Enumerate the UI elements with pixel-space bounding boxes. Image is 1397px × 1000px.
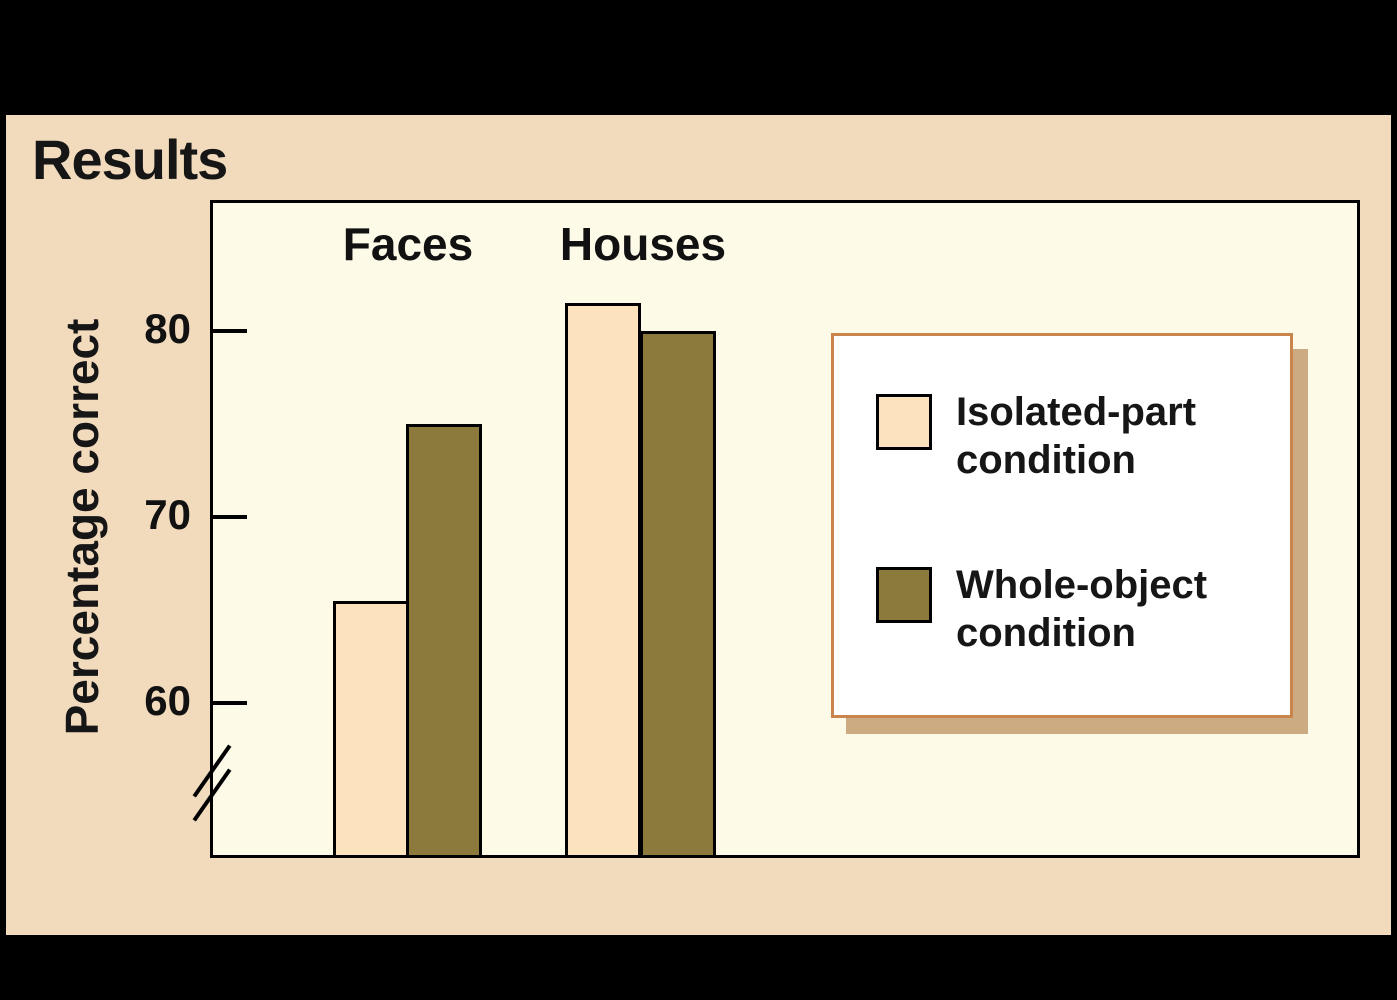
legend-entry-whole-object: Whole-object condition [876, 561, 1248, 657]
results-panel: Results Percentage correct Faces Houses … [6, 115, 1391, 935]
y-tick-mark [213, 329, 247, 334]
y-tick-mark [213, 514, 247, 519]
bar-faces-isolated-part [333, 600, 409, 855]
axis-break-icon [183, 744, 243, 822]
legend-label: Whole-object condition [956, 563, 1208, 655]
page-title: Results [32, 128, 228, 191]
legend-label: Isolated-part condition [956, 390, 1197, 482]
y-tick-label: 60 [144, 676, 191, 724]
legend: Isolated-part condition Whole-object con… [831, 333, 1293, 718]
category-label-houses: Houses [559, 218, 727, 270]
legend-entry-isolated-part: Isolated-part condition [876, 388, 1248, 484]
bar-houses-isolated-part [565, 303, 641, 855]
y-tick-label: 80 [144, 305, 191, 353]
category-label-faces: Faces [342, 218, 474, 270]
y-tick-label: 70 [144, 490, 191, 538]
axis-break-slash [192, 768, 232, 822]
bar-houses-whole-object [640, 331, 716, 855]
y-axis-label: Percentage correct [56, 318, 108, 736]
legend-swatch-whole-object [876, 567, 932, 623]
legend-swatch-isolated-part [876, 394, 932, 450]
bar-faces-whole-object [406, 424, 482, 855]
plot-area: Faces Houses 80 70 60 Isolated [144, 200, 1360, 858]
y-tick-mark [213, 700, 247, 705]
